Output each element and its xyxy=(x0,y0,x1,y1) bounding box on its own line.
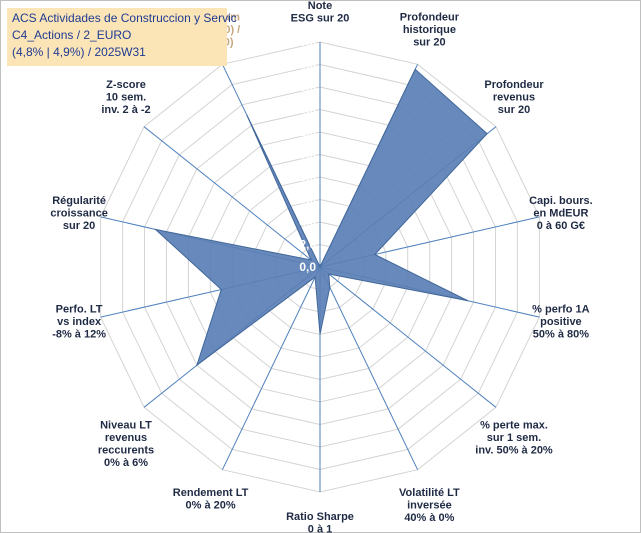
axis-label: Régularité croissance sur 20 xyxy=(50,195,107,232)
radar-series xyxy=(153,68,488,367)
axis-label-line: 50% à 80% xyxy=(533,328,589,340)
axis-label-line: sur 1 sem. xyxy=(487,432,541,444)
tick-label: 16,0 xyxy=(293,80,317,94)
axis-label-line: vs index xyxy=(57,316,102,328)
tick-label: 6,0 xyxy=(299,193,316,207)
axis-label-line: % perfo 1A xyxy=(532,303,590,315)
axis-label-line: Profondeur xyxy=(484,79,544,91)
tick-label: 0,0 xyxy=(299,260,316,274)
axis-label-line: sur 20 xyxy=(498,104,530,116)
axis-label: % perte max. sur 1 sem. inv. 50% à 20% xyxy=(475,420,553,457)
axis-label-line: Z-score xyxy=(106,79,146,91)
tick-label: 14,0 xyxy=(293,103,317,117)
axis-label-line: sur 20 xyxy=(413,37,445,49)
axis-label-line: Niveau LT xyxy=(100,420,152,432)
axis-label-line: Rendement LT xyxy=(173,487,249,499)
axis-label-line: reccurents xyxy=(98,445,154,457)
axis-label-line: Note xyxy=(308,0,332,12)
axis-label: Z-score 10 sem. inv. 2 à -2 xyxy=(101,79,150,116)
axis-label-line: revenus xyxy=(105,432,147,444)
axis-label: Rendement LT 0% à 20% xyxy=(173,487,249,512)
tick-label: 10,0 xyxy=(293,148,317,162)
axis-label-line: inv. 50% à 20% xyxy=(475,445,553,457)
axis-label: % perfo 1A positive 50% à 80% xyxy=(532,303,590,340)
axis-spoke xyxy=(221,266,321,470)
axis-label-line: inversée xyxy=(407,499,452,511)
axis-label-line: Profondeur xyxy=(400,12,460,24)
axis-label: Volatilité LT inversée 40% à 0% xyxy=(399,487,460,524)
axis-label-line: 0% à 6% xyxy=(104,457,148,469)
axis-label-line: historique xyxy=(403,24,456,36)
tick-label: 12,0 xyxy=(293,125,317,139)
axis-label-line: Régularité xyxy=(52,195,106,207)
tick-label: 4,0 xyxy=(299,215,316,229)
axis-label-line: revenus xyxy=(493,92,535,104)
radar-axis-labels: Note ESG sur 20 Profondeur historique sur 20… xyxy=(50,0,592,533)
axis-label-line: 40% à 0% xyxy=(404,512,454,524)
instrument-name: ACS Actividades de Construccion y Servic xyxy=(12,11,237,25)
axis-spoke xyxy=(143,126,321,268)
axis-label-line: % perte max. xyxy=(480,420,548,432)
info-box: ACS Actividades de Construccion y Servic… xyxy=(7,8,237,66)
axis-label-line: en MdEUR xyxy=(533,208,588,220)
series-area xyxy=(153,68,488,367)
axis-label-line: positive xyxy=(540,316,582,328)
axis-label: Profondeur revenus sur 20 xyxy=(484,79,544,116)
axis-label-line: Capi. bours. xyxy=(529,195,593,207)
axis-label-line: sur 20 xyxy=(63,220,95,232)
tick-label: 20,0 xyxy=(293,35,317,49)
axis-label-line: Perfo. LT xyxy=(56,303,103,315)
tick-label: 18,0 xyxy=(293,58,317,72)
axis-label: Niveau LT revenus reccurents 0% à 6% xyxy=(98,420,154,470)
instrument-category: C4_Actions / 2_EURO xyxy=(12,28,132,42)
tick-label: 8,0 xyxy=(299,170,316,184)
axis-label-line: 0 à 60 G€ xyxy=(537,220,585,232)
axis-label-line: croissance xyxy=(50,208,107,220)
axis-label-line: 10 sem. xyxy=(106,92,146,104)
axis-label: Profondeur historique sur 20 xyxy=(400,12,460,49)
axis-spoke xyxy=(319,266,419,470)
axis-label-line: Volatilité LT xyxy=(399,487,460,499)
axis-label-line: 0 à 1 xyxy=(308,524,332,533)
axis-label-line: ESG sur 20 xyxy=(291,13,350,25)
axis-label: Ratio Sharpe 0 à 1 xyxy=(286,511,354,533)
axis-label: Capi. bours. en MdEUR 0 à 60 G€ xyxy=(529,195,593,232)
axis-label: Note ESG sur 20 xyxy=(291,0,350,25)
axis-spoke xyxy=(319,266,497,408)
axis-label: Perfo. LT vs index -8% à 12% xyxy=(52,303,106,340)
axis-label-line: Ratio Sharpe xyxy=(286,511,354,523)
tick-label: 2,0 xyxy=(299,238,316,252)
axis-label-line: 0% à 20% xyxy=(186,499,236,511)
instrument-period: (4,8% | 4,9%) / 2025W31 xyxy=(12,45,146,59)
axis-label-line: inv. 2 à -2 xyxy=(101,104,150,116)
radar-tick-labels: 0,0 2,0 4,0 6,0 8,0 10,0 12,0 14,0 16,0 18,0 20,0 xyxy=(293,35,317,274)
axis-label-line: -8% à 12% xyxy=(52,328,106,340)
